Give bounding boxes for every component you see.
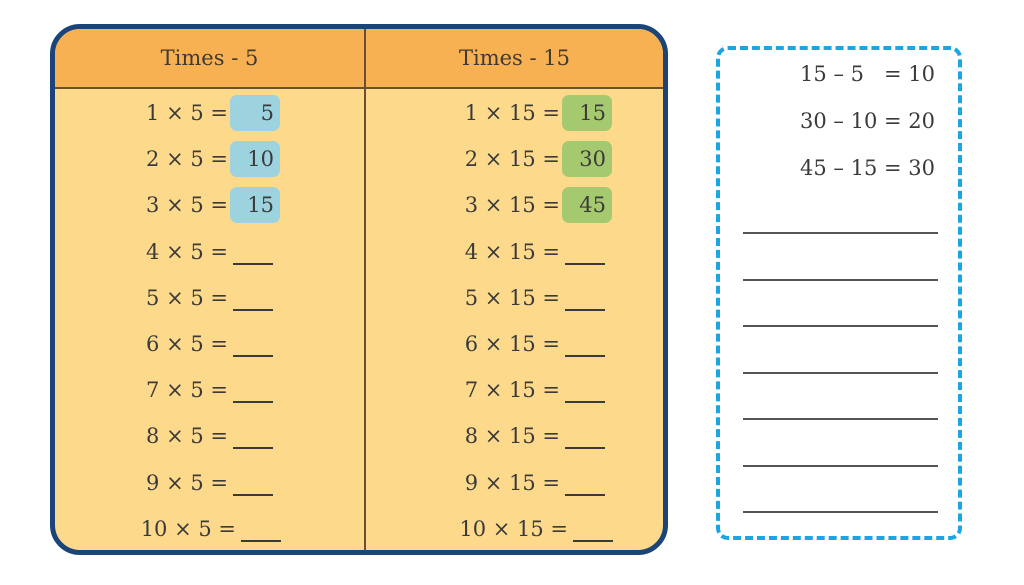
table-row-times-15: 9 × 15 = xyxy=(55,465,655,501)
equation: 6 × 5 = xyxy=(146,332,228,356)
table-row-times-5: 4 × 5 = xyxy=(55,234,655,270)
answer-blank[interactable] xyxy=(233,262,273,265)
answer-box: 5 xyxy=(230,95,280,131)
table-row-times-15: 3 × 15 = 45 xyxy=(55,187,655,224)
table-row-times-15: 2 × 15 = 30 xyxy=(55,141,655,178)
equation: 4 × 5 = xyxy=(146,239,228,264)
table-header: Times - 5 Times - 15 xyxy=(55,29,663,89)
equation: 2 × 15 = xyxy=(464,147,560,172)
table-row-times-15: 5 × 15 = xyxy=(55,280,655,316)
equation: 7 × 15 = xyxy=(464,378,560,403)
equation: 9 × 5 = xyxy=(146,470,228,495)
equation: 9 × 15 = xyxy=(464,470,560,495)
table-row-times-5: 1 × 5 = 5 xyxy=(55,95,655,131)
answer-line[interactable] xyxy=(743,464,938,467)
answer-blank[interactable] xyxy=(233,447,273,450)
difference-item: 30 – 10 = 20 xyxy=(800,109,935,133)
answer-blank[interactable] xyxy=(565,355,605,357)
answer-blank[interactable] xyxy=(565,308,605,311)
table-row-times-15: 8 × 15 = xyxy=(55,418,655,454)
table-row-times-15: 1 × 15 = 15 xyxy=(55,95,655,131)
answer-blank[interactable] xyxy=(233,401,273,404)
equation: 10 × 5 = xyxy=(140,516,236,541)
difference-item: 15 – 5 = 10 xyxy=(800,62,935,86)
answer-blank[interactable] xyxy=(565,401,605,404)
table-row-times-5: 2 × 5 = 10 xyxy=(55,141,655,178)
table-row-times-15: 7 × 15 = xyxy=(55,372,655,408)
table-row-times-5: 9 × 5 = xyxy=(55,465,655,501)
table-row-times-15: 6 × 15 = xyxy=(55,326,655,362)
table-row-times-5: 8 × 5 = xyxy=(55,418,655,454)
answer-line[interactable] xyxy=(743,325,938,327)
answer-line[interactable] xyxy=(743,232,938,234)
table-row-times-5: 3 × 5 = 15 xyxy=(55,187,655,224)
equation: 3 × 5 = xyxy=(146,193,228,218)
times-table: Times - 5 Times - 15 1 × 5 = 5 2 × 5 = 10 3 … xyxy=(50,24,668,555)
answer-blank[interactable] xyxy=(573,539,613,542)
answer-box: 15 xyxy=(562,95,612,131)
answer-blank[interactable] xyxy=(233,355,273,357)
table-row-times-5: 5 × 5 = xyxy=(55,280,655,316)
answer-blank[interactable] xyxy=(565,493,605,496)
difference-item: 45 – 15 = 30 xyxy=(800,156,935,180)
equation: 7 × 5 = xyxy=(146,378,228,403)
table-row-times-15: 10 × 15 = xyxy=(55,511,655,547)
equation: 1 × 15 = xyxy=(464,101,560,125)
answer-blank[interactable] xyxy=(565,447,605,450)
answer-box: 45 xyxy=(562,187,612,224)
answer-blank[interactable] xyxy=(233,493,273,496)
answer-blank[interactable] xyxy=(241,539,281,542)
header-times-15: Times - 15 xyxy=(458,46,570,70)
answer-line[interactable] xyxy=(743,278,938,281)
table-row-times-5: 10 × 5 = xyxy=(55,511,655,547)
equation: 5 × 5 = xyxy=(146,285,228,310)
answer-blank[interactable] xyxy=(233,308,273,311)
table-row-times-15: 4 × 15 = xyxy=(55,234,655,270)
equation: 8 × 5 = xyxy=(146,424,228,449)
answer-blank[interactable] xyxy=(565,262,605,265)
answer-box: 30 xyxy=(562,141,612,178)
equation: 2 × 5 = xyxy=(146,147,228,172)
header-times-5: Times - 5 xyxy=(160,46,259,70)
answer-line[interactable] xyxy=(743,418,938,420)
table-row-times-5: 6 × 5 = xyxy=(55,326,655,362)
equation: 10 × 15 = xyxy=(459,516,568,541)
differences-box xyxy=(716,46,962,540)
table-row-times-5: 7 × 5 = xyxy=(55,372,655,408)
equation: 8 × 15 = xyxy=(464,424,560,449)
answer-line[interactable] xyxy=(743,371,938,374)
equation: 4 × 15 = xyxy=(464,239,560,264)
column-divider xyxy=(364,29,366,550)
answer-box: 15 xyxy=(230,187,280,224)
equation: 3 × 15 = xyxy=(464,193,560,218)
answer-line[interactable] xyxy=(743,511,938,513)
answer-box: 10 xyxy=(230,141,280,178)
equation: 5 × 15 = xyxy=(464,285,560,310)
equation: 1 × 5 = xyxy=(146,101,228,125)
equation: 6 × 15 = xyxy=(464,332,560,356)
